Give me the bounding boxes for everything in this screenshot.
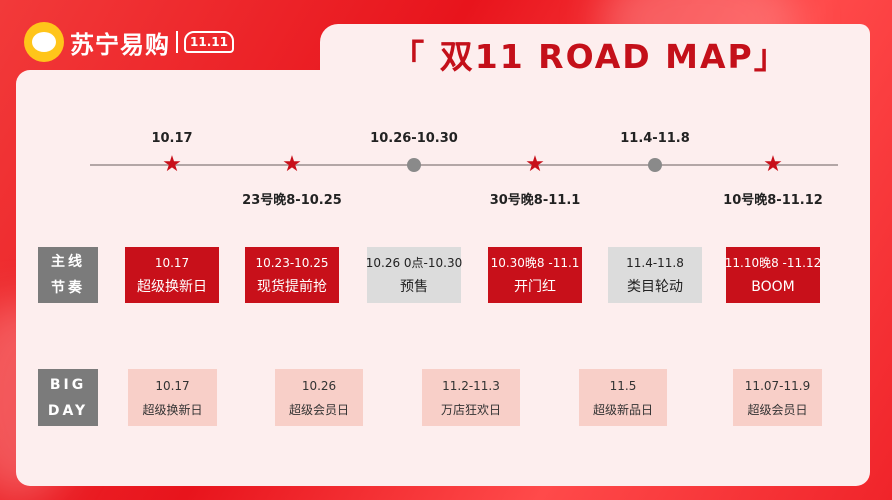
label-line: 节奏 xyxy=(51,280,85,296)
rhythm-phase-card: 11.10晚8 -11.12 BOOM xyxy=(724,247,822,303)
big-day-card: 10.26 超级会员日 xyxy=(275,369,363,426)
phase-date: 10.30晚8 -11.1 xyxy=(490,256,580,270)
phase-name: 开门红 xyxy=(514,279,556,295)
big-day-name: 万店狂欢日 xyxy=(440,402,501,417)
timeline-line xyxy=(90,164,838,166)
bear-mascot-icon xyxy=(24,22,64,62)
timeline-top-label: 10.17 xyxy=(151,131,193,146)
big-day-name: 超级换新日 xyxy=(142,402,203,417)
timeline-top-label: 10.26-10.30 xyxy=(370,131,458,146)
star-icon: ★ xyxy=(763,152,783,177)
label-line: DAY xyxy=(47,402,89,419)
star-icon: ★ xyxy=(162,152,182,177)
big-day-card: 10.17 超级换新日 xyxy=(128,369,217,426)
big-day-name: 超级会员日 xyxy=(288,402,349,417)
phase-name: BOOM xyxy=(751,279,795,295)
phase-name: 超级换新日 xyxy=(137,279,207,295)
brand-name: 苏宁易购 xyxy=(70,30,170,59)
big-day-date: 11.2-11.3 xyxy=(442,378,500,393)
big-day-card: 11.07-11.9 超级会员日 xyxy=(733,369,822,426)
label-line: BIG xyxy=(49,376,87,393)
rhythm-phase-card: 10.17 超级换新日 xyxy=(125,247,219,303)
timeline-bottom-label: 10号晚8-11.12 xyxy=(723,193,823,208)
dot-marker xyxy=(648,158,662,172)
dot-marker xyxy=(407,158,421,172)
big-day-label: BIG DAY xyxy=(38,369,98,426)
label-line: 主线 xyxy=(51,254,85,270)
rhythm-phase-card: 11.4-11.8 类目轮动 xyxy=(608,247,702,303)
star-icon: ★ xyxy=(525,152,545,177)
rhythm-phase-card: 10.26 0点-10.30 预售 xyxy=(365,247,463,303)
phase-date: 11.4-11.8 xyxy=(626,256,684,270)
phase-date: 10.17 xyxy=(154,256,190,270)
phase-name: 类目轮动 xyxy=(627,279,683,295)
divider xyxy=(176,31,178,53)
phase-date: 10.26 0点-10.30 xyxy=(365,256,463,270)
big-day-card: 11.2-11.3 万店狂欢日 xyxy=(422,369,520,426)
main-rhythm-label: 主线 节奏 xyxy=(38,247,98,303)
big-day-date: 10.17 xyxy=(155,378,190,393)
phase-date: 11.10晚8 -11.12 xyxy=(724,256,822,270)
timeline-top-label: 11.4-11.8 xyxy=(620,131,690,146)
big-day-card: 11.5 超级新品日 xyxy=(579,369,667,426)
page-title: 「 双11 ROAD MAP」 xyxy=(391,37,789,76)
timeline-bottom-label: 30号晚8-11.1 xyxy=(489,193,581,208)
suning-logo: 苏宁易购 11.11 xyxy=(24,22,234,62)
big-day-name: 超级会员日 xyxy=(747,402,808,417)
big-day-date: 10.26 xyxy=(301,378,337,393)
big-day-date: 11.5 xyxy=(609,378,637,393)
big-day-date: 11.07-11.9 xyxy=(744,378,811,393)
double11-badge: 11.11 xyxy=(184,31,234,53)
rhythm-phase-card: 10.23-10.25 现货提前抢 xyxy=(245,247,339,303)
big-day-name: 超级新品日 xyxy=(592,402,653,417)
phase-name: 现货提前抢 xyxy=(257,279,327,295)
star-icon: ★ xyxy=(282,152,302,177)
rhythm-phase-card: 10.30晚8 -11.1 开门红 xyxy=(488,247,582,303)
timeline-bottom-label: 23号晚8-10.25 xyxy=(242,193,342,208)
phase-date: 10.23-10.25 xyxy=(255,256,329,270)
phase-name: 预售 xyxy=(400,279,428,295)
